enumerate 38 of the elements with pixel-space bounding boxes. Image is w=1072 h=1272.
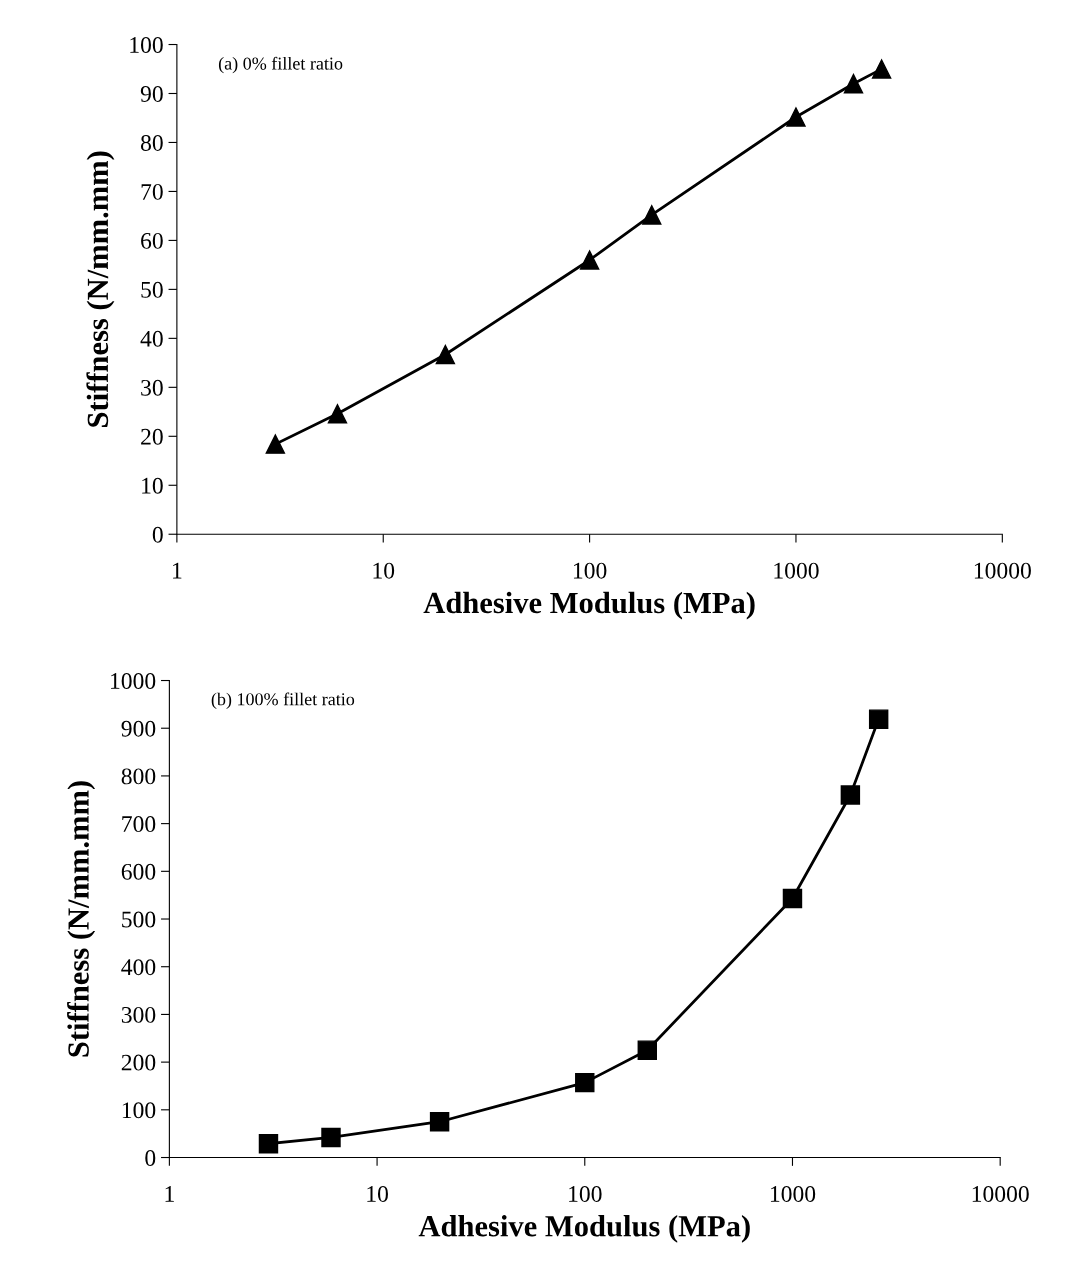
y-tick-label: 100	[122, 1102, 156, 1119]
y-tick-label: 0	[152, 526, 163, 543]
y-tick-label: 100	[130, 37, 163, 53]
x-tick-label: 10	[367, 1185, 388, 1202]
x-tick-label: 1	[165, 1186, 174, 1202]
x-axis-title: Adhesive Modulus (MPa)	[418, 1215, 750, 1243]
y-tick-label: 800	[121, 768, 156, 785]
y-tick-label: 90	[140, 85, 163, 102]
y-axis-title: Stiffness (N/mm.mm)	[86, 151, 115, 427]
y-tick-label: 20	[141, 428, 163, 445]
x-axis-title: Adhesive Modulus (MPa)	[423, 591, 755, 620]
y-tick-label: 60	[141, 232, 163, 249]
y-tick-label: 40	[140, 330, 163, 347]
y-tick-label: 700	[122, 816, 156, 833]
x-tick-label: 10000	[974, 562, 1031, 579]
x-tick-label: 1000	[774, 562, 819, 579]
y-axis-title: Stiffness (N/mm.mm)	[67, 781, 96, 1057]
y-tick-label: 500	[122, 911, 156, 928]
y-tick-label: 70	[141, 183, 163, 200]
y-tick-label: 200	[121, 1054, 156, 1071]
y-tick-label: 900	[121, 720, 156, 737]
x-tick-label: 100	[569, 1185, 602, 1202]
x-tick-label: 1	[173, 562, 182, 579]
x-tick-label: 100	[573, 562, 607, 579]
x-tick-label: 1000	[770, 1185, 816, 1202]
y-tick-label: 1000	[111, 673, 156, 689]
y-tick-label: 30	[141, 379, 163, 396]
y-tick-label: 600	[121, 863, 156, 880]
x-tick-label: 10	[373, 562, 395, 579]
y-tick-label: 50	[141, 281, 163, 298]
annotation: (b) 100% fillet ratio	[211, 692, 355, 709]
y-tick-label: 80	[140, 134, 163, 151]
y-tick-label: 400	[121, 959, 156, 976]
annotation: (a) 0% fillet ratio	[218, 56, 343, 74]
x-tick-label: 10000	[972, 1185, 1029, 1202]
y-tick-label: 300	[121, 1006, 156, 1023]
y-tick-label: 10	[142, 477, 163, 494]
y-tick-label: 0	[145, 1150, 156, 1166]
